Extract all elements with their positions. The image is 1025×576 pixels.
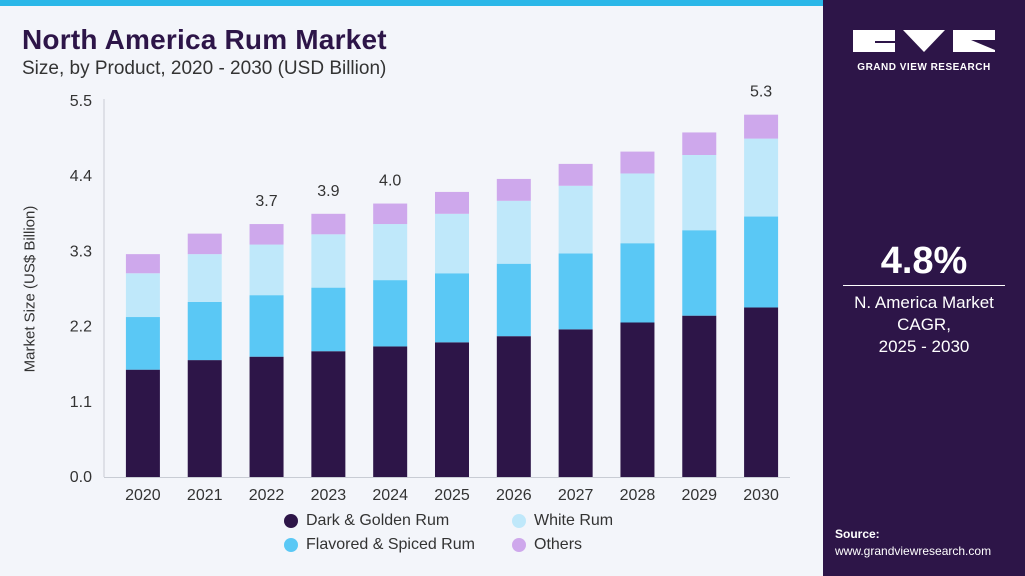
x-tick-label: 2025 [434,487,470,504]
chart-panel: North America Rum Market Size, by Produc… [0,0,823,576]
logo-text: GRAND VIEW RESEARCH [857,62,991,73]
x-tick-label: 2023 [311,487,347,504]
gvr-logo-icon [853,30,995,52]
side-panel: GRAND VIEW RESEARCH 4.8% N. America Mark… [823,0,1025,576]
x-tick-label: 2029 [681,487,717,504]
bar-segment [125,317,160,370]
bar-segment [435,342,469,477]
bar-segment [558,329,593,477]
bar-segment [187,301,222,361]
cagr-line-3: 2025 - 2030 [878,337,970,356]
x-tick-label: 2026 [496,487,532,504]
bar-segment [744,114,779,139]
bar-segment [373,280,408,347]
source-label: Source: [835,527,880,541]
y-tick-label: 0.0 [70,469,92,486]
chart-title: North America Rum Market [22,24,387,55]
y-tick-label: 3.3 [70,243,92,260]
legend: Dark & Golden Rum White Rum Flavored & S… [284,512,644,560]
bar-segment [682,132,717,156]
legend-swatch [284,538,298,552]
y-tick-label: 1.1 [70,394,92,411]
bar-segment [744,307,779,477]
bar-segment [435,213,469,274]
legend-label: Flavored & Spiced Rum [306,536,475,553]
bar-segment [435,273,469,343]
legend-label: Dark & Golden Rum [306,512,450,529]
bar-segment [249,295,284,357]
bar-segment [125,254,160,274]
bar-segment [620,243,655,323]
bar-segment [187,360,222,477]
chart-subtitle: Size, by Product, 2020 - 2030 (USD Billi… [22,58,387,79]
bar-segment [187,254,222,302]
bar-segment [187,233,222,255]
bar-segment [373,346,408,477]
bar-segment [373,224,408,281]
cagr-description: N. America Market CAGR, 2025 - 2030 [823,292,1025,358]
x-tick-label: 2024 [372,487,408,504]
divider [843,285,1005,286]
bar-segment [496,336,531,477]
legend-swatch [284,514,298,528]
legend-item-others: Others [512,536,582,554]
bar-segment [249,244,284,296]
bar-segment [496,178,531,201]
bar-segment [311,234,346,288]
accent-strip [0,0,823,6]
bar-segment [311,351,346,477]
bar-segment [496,200,531,264]
bar-segment [558,253,593,330]
bar-segment [311,287,346,352]
bar-segment [558,163,593,186]
cagr-value: 4.8% [880,240,968,282]
x-tick-label: 2030 [743,487,779,504]
x-tick-label: 2020 [125,487,161,504]
source-note: Source: www.grandviewresearch.com [835,526,991,560]
bar-segment [744,138,779,217]
bar-segment [125,369,160,477]
bar-segment [620,322,655,477]
cagr-line-1: N. America Market [854,293,994,312]
x-tick-label: 2021 [187,487,223,504]
data-label: 3.9 [317,183,339,200]
legend-label: Others [534,536,583,553]
bar-segment [682,155,717,231]
legend-item-white: White Rum [512,512,613,530]
legend-swatch [512,538,526,552]
bar-segment [373,203,408,225]
x-tick-label: 2027 [558,487,594,504]
bar-segment [744,216,779,308]
bar-segment [682,230,717,316]
legend-item-dark-golden: Dark & Golden Rum [284,512,449,530]
bar-segment [682,315,717,477]
bar-segment [435,191,469,214]
bar-segment [249,356,284,477]
bar-segment [496,263,531,337]
bar-segment [249,224,284,245]
y-tick-label: 4.4 [70,168,92,185]
source-url: www.grandviewresearch.com [835,544,992,558]
legend-label: White Rum [534,512,614,529]
legend-item-flavored-spiced: Flavored & Spiced Rum [284,536,475,554]
x-tick-label: 2028 [620,487,656,504]
bar-segment [620,173,655,244]
cagr-line-2: CAGR, [897,315,951,334]
bar-segment [311,213,346,235]
data-label: 4.0 [379,173,401,190]
bar-segment [125,273,160,318]
grand-view-research-logo: GRAND VIEW RESEARCH [853,28,995,76]
bar-segment [558,185,593,254]
y-tick-label: 5.5 [70,93,92,110]
bar-segment [620,151,655,174]
legend-swatch [512,514,526,528]
stacked-bar-chart: 0.0 1.1 2.2 3.3 4.4 5.5 2020 2021 3.7 2022 3.9 2023… [70,84,790,504]
x-tick-label: 2022 [249,487,285,504]
data-label: 3.7 [255,193,277,210]
y-tick-label: 2.2 [70,319,92,336]
data-label: 5.3 [750,84,772,101]
